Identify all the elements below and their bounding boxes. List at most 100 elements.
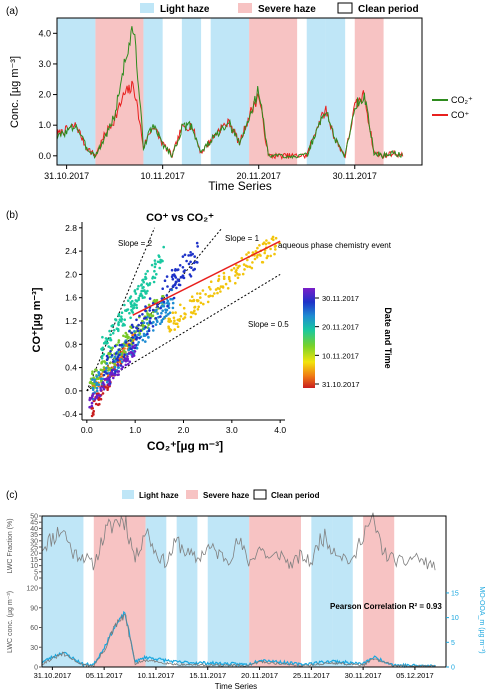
scatter-point bbox=[269, 254, 273, 258]
scatter-point bbox=[151, 314, 155, 318]
x-tick-label: 0.0 bbox=[81, 425, 93, 435]
x-tick-label: 31.10.2017 bbox=[34, 671, 72, 680]
scatter-point bbox=[127, 352, 131, 355]
lwc-fraction-line bbox=[41, 512, 436, 571]
scatter-point bbox=[234, 281, 237, 285]
x-tick-label: 10.11.2017 bbox=[140, 171, 184, 181]
c-xlabel: Time Series bbox=[215, 682, 257, 691]
panel-c: (c) Light haze Severe haze Clean period … bbox=[6, 489, 485, 691]
scatter-point bbox=[137, 333, 140, 337]
scatter-point bbox=[116, 328, 120, 331]
scatter-point bbox=[214, 288, 218, 291]
scatter-point bbox=[199, 296, 202, 299]
scatter-point bbox=[91, 378, 94, 381]
scatter-point bbox=[265, 256, 269, 260]
upper-y-tick-label: 0 bbox=[34, 576, 38, 583]
scatter-point bbox=[153, 259, 157, 262]
scatter-point bbox=[171, 273, 174, 277]
scatter-point bbox=[147, 303, 151, 307]
scatter-point bbox=[116, 356, 120, 359]
scatter-point bbox=[106, 337, 109, 341]
c-ticks: 05101520253035404550030609012005101531.1… bbox=[26, 514, 459, 681]
lower-left-y-tick-label: 60 bbox=[30, 625, 38, 632]
scatter-point bbox=[91, 370, 94, 374]
scatter-point bbox=[91, 372, 94, 376]
shade-severe bbox=[363, 516, 395, 667]
x-tick-label: 1.0 bbox=[129, 425, 141, 435]
scatter-point bbox=[106, 356, 110, 359]
c-shading bbox=[42, 516, 395, 667]
scatter-point bbox=[131, 355, 134, 358]
scatter-point bbox=[117, 370, 121, 373]
scatter-point bbox=[93, 398, 97, 401]
scatter-point bbox=[170, 268, 174, 272]
scatter-point bbox=[120, 311, 124, 315]
scatter-point bbox=[174, 322, 178, 326]
scatter-point bbox=[163, 279, 167, 283]
scatter-point bbox=[165, 308, 169, 312]
scatter-point bbox=[144, 305, 147, 308]
scatter-point bbox=[113, 344, 117, 348]
scatter-point bbox=[160, 304, 164, 308]
scatter-point bbox=[189, 251, 192, 254]
scatter-point bbox=[124, 331, 128, 335]
scatter-point bbox=[162, 300, 166, 304]
shade-light bbox=[306, 18, 326, 165]
legend-clean-label: Clean period bbox=[358, 4, 419, 15]
scatter-point bbox=[120, 315, 123, 319]
scatter-point bbox=[156, 312, 159, 315]
scatter-point bbox=[88, 405, 91, 409]
scatter-point bbox=[172, 322, 176, 325]
scatter-point bbox=[153, 269, 156, 273]
scatter-point bbox=[174, 276, 178, 279]
b-ann-slope05: Slope = 0.5 bbox=[248, 320, 289, 329]
scatter-point bbox=[174, 268, 177, 271]
legend-severe-swatch bbox=[238, 3, 252, 13]
panel-a: (a) Light haze Severe haze Clean period … bbox=[6, 2, 473, 193]
scatter-point bbox=[102, 373, 106, 377]
scatter-point bbox=[108, 383, 111, 387]
scatter-point bbox=[141, 279, 144, 282]
y-tick-label: 2.0 bbox=[38, 90, 51, 100]
lower-right-y-tick-label: 5 bbox=[451, 640, 455, 647]
scatter-point bbox=[177, 283, 181, 287]
scatter-point bbox=[153, 276, 157, 280]
scatter-point bbox=[124, 341, 128, 344]
scatter-point bbox=[142, 280, 145, 284]
scatter-point bbox=[107, 369, 110, 372]
scatter-point bbox=[92, 376, 95, 379]
scatter-point bbox=[97, 393, 101, 397]
scatter-point bbox=[193, 255, 196, 258]
scatter-point bbox=[131, 325, 135, 329]
scatter-point bbox=[128, 311, 131, 315]
scatter-point bbox=[238, 273, 241, 276]
scatter-point bbox=[131, 333, 135, 337]
scatter-point bbox=[190, 266, 193, 270]
scatter-point bbox=[105, 358, 109, 362]
b-yticks: -0.4 0.0 0.4 0.8 1.2 1.6 2.0 2.4 2.8 bbox=[62, 223, 82, 419]
scatter-point bbox=[261, 242, 265, 246]
scatter-point bbox=[123, 347, 126, 350]
scatter-point bbox=[258, 244, 261, 247]
colorbar-tick-label: 10.11.2017 bbox=[322, 351, 359, 360]
scatter-point bbox=[124, 344, 128, 347]
shade-light bbox=[207, 516, 250, 667]
upper-y-tick-label: 25 bbox=[30, 545, 38, 552]
scatter-point bbox=[228, 277, 231, 281]
x-tick-label: 20.11.2017 bbox=[241, 671, 278, 680]
shade-light bbox=[176, 516, 198, 667]
scatter-point bbox=[138, 314, 141, 318]
scatter-point bbox=[156, 320, 159, 324]
shade-light bbox=[181, 18, 202, 165]
c-lower-right-ylabel: MO-OOA_m (µg m⁻³) bbox=[478, 586, 485, 653]
scatter-point bbox=[267, 241, 270, 245]
scatter-point bbox=[111, 373, 115, 376]
scatter-point bbox=[101, 346, 105, 350]
scatter-point bbox=[207, 295, 211, 298]
scatter-point bbox=[141, 338, 145, 342]
panel-a-label: (a) bbox=[6, 6, 18, 17]
lower-left-y-tick-label: 0 bbox=[34, 665, 38, 672]
scatter-point bbox=[192, 298, 196, 302]
scatter-point bbox=[172, 316, 176, 320]
scatter-point bbox=[93, 380, 96, 384]
